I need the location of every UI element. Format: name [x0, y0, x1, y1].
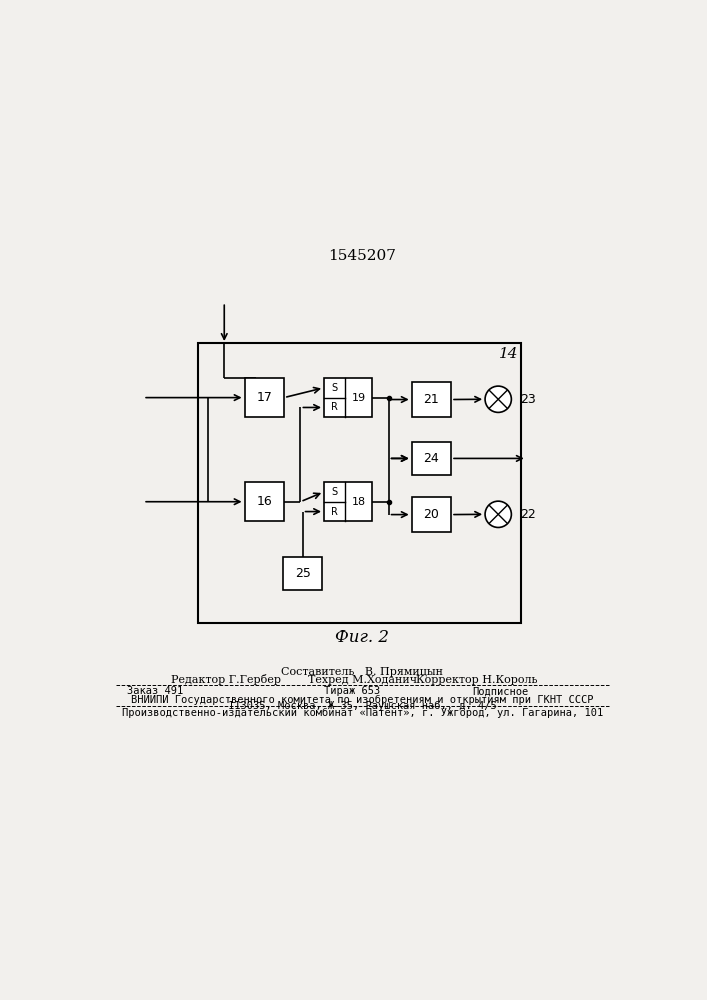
Text: 20: 20: [423, 508, 439, 521]
Text: Корректор Н.Король: Корректор Н.Король: [416, 675, 538, 685]
Text: Техред М.Ходанич: Техред М.Ходанич: [308, 675, 417, 685]
Text: Подписное: Подписное: [472, 686, 528, 696]
Text: 25: 25: [295, 567, 310, 580]
Text: 16: 16: [257, 495, 272, 508]
Bar: [245, 482, 284, 521]
Text: 24: 24: [423, 452, 439, 465]
Bar: [324, 378, 372, 417]
Bar: [198, 343, 521, 623]
Text: Тираж 653: Тираж 653: [324, 686, 380, 696]
Bar: [324, 482, 372, 521]
Text: R: R: [331, 402, 338, 412]
Text: Заказ 491: Заказ 491: [127, 686, 183, 696]
Text: 17: 17: [257, 391, 272, 404]
Text: 21: 21: [423, 393, 439, 406]
Text: 14: 14: [499, 347, 519, 361]
Text: Фиг. 2: Фиг. 2: [335, 629, 390, 646]
Text: S: S: [332, 383, 338, 393]
Text: 19: 19: [351, 393, 366, 403]
Text: ВНИИПИ Государственного комитета по изобретениям и открытиям при ГКНТ СССР: ВНИИПИ Государственного комитета по изоб…: [131, 694, 594, 705]
Bar: [411, 442, 451, 475]
Bar: [245, 378, 284, 417]
Bar: [411, 497, 451, 532]
Text: R: R: [331, 507, 338, 517]
Circle shape: [485, 501, 511, 527]
Text: 18: 18: [351, 497, 366, 507]
Text: Редактор Г.Гербер: Редактор Г.Гербер: [170, 674, 281, 685]
Text: 113035, Москва, Ж-35, Раушская наб., д. 4/5: 113035, Москва, Ж-35, Раушская наб., д. …: [228, 701, 497, 711]
Text: Производственно-издательский комбинат «Патент», г. Ужгород, ул. Гагарина, 101: Производственно-издательский комбинат «П…: [122, 708, 603, 718]
Bar: [411, 382, 451, 417]
Text: Составитель   В. Прямицын: Составитель В. Прямицын: [281, 667, 443, 677]
Text: S: S: [332, 487, 338, 497]
Text: 1545207: 1545207: [328, 249, 397, 263]
Text: 23: 23: [520, 393, 536, 406]
Circle shape: [485, 386, 511, 412]
Bar: [283, 557, 322, 590]
Text: 22: 22: [520, 508, 536, 521]
